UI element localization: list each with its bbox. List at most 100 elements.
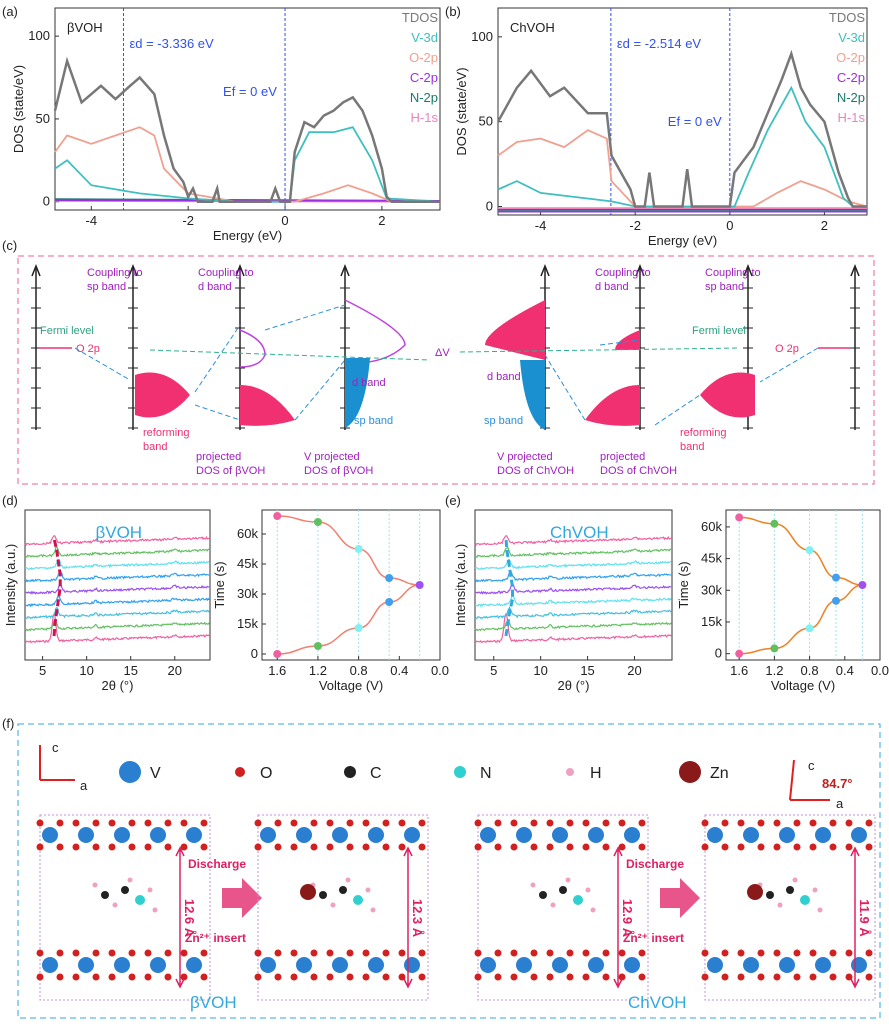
oxygen-atom bbox=[638, 843, 646, 851]
oxygen-atom bbox=[254, 973, 262, 981]
oxygen-atom bbox=[200, 819, 208, 827]
oxygen-atom bbox=[566, 973, 574, 981]
vanadium-atom bbox=[260, 957, 276, 973]
arrow-up-icon bbox=[635, 263, 645, 277]
hydrogen-atom bbox=[330, 902, 336, 908]
y-tick-label: 0 bbox=[715, 646, 722, 661]
oxygen-atom bbox=[618, 949, 626, 957]
plot-frame bbox=[261, 509, 441, 661]
oxygen-atom bbox=[510, 819, 518, 827]
arrow-right-icon bbox=[222, 878, 262, 918]
x-axis-label: 2θ (°) bbox=[102, 678, 134, 693]
oxygen-atom bbox=[721, 973, 729, 981]
oxygen-atom bbox=[382, 843, 390, 851]
discharge-label: Discharge bbox=[626, 857, 684, 871]
vanadium-atom bbox=[815, 957, 831, 973]
oxygen-atom bbox=[829, 973, 837, 981]
atom-V-icon bbox=[119, 761, 141, 783]
x-axis-label: Voltage (V) bbox=[319, 678, 383, 693]
carbon-atom bbox=[339, 886, 347, 894]
oxygen-atom bbox=[865, 819, 873, 827]
oxygen-atom bbox=[618, 843, 626, 851]
oxygen-atom bbox=[418, 843, 426, 851]
oxygen-atom bbox=[92, 819, 100, 827]
x-tick-label: 15 bbox=[123, 663, 137, 678]
fermi-level-line-b bbox=[149, 349, 431, 361]
oxygen-atom bbox=[362, 819, 370, 827]
legend-N-2p: N-2p bbox=[410, 90, 438, 105]
x-tick-label: 0.8 bbox=[801, 663, 819, 678]
atom-O-icon bbox=[235, 767, 245, 777]
data-point bbox=[313, 518, 322, 526]
oxygen-atom bbox=[701, 973, 709, 981]
hydrogen-atom bbox=[370, 907, 376, 913]
oxygen-atom bbox=[530, 949, 538, 957]
nitrogen-atom bbox=[135, 895, 145, 905]
axis-c-left: c bbox=[52, 740, 59, 755]
carbon-atom bbox=[319, 891, 327, 899]
oxygen-atom bbox=[773, 819, 781, 827]
oxygen-atom bbox=[602, 949, 610, 957]
oxygen-atom bbox=[164, 843, 172, 851]
oxygen-atom bbox=[128, 843, 136, 851]
vanadium-atom bbox=[42, 957, 58, 973]
oxygen-atom bbox=[346, 819, 354, 827]
oxygen-atom bbox=[108, 843, 116, 851]
reforming-band-left bbox=[135, 372, 190, 418]
unit-cell bbox=[257, 814, 429, 1001]
nitrogen-atom bbox=[800, 895, 810, 905]
structure-2: 12.3 Å bbox=[254, 814, 429, 1001]
xrd-pattern bbox=[474, 583, 672, 595]
oxygen-atom bbox=[180, 843, 188, 851]
interlayer-spacing: 12.9 Å bbox=[620, 899, 635, 938]
d-band-fill-c bbox=[485, 300, 545, 360]
oxygen-atom bbox=[638, 973, 646, 981]
vanadium-atom bbox=[480, 957, 496, 973]
unit-cell bbox=[477, 814, 649, 1001]
hydrogen-atom bbox=[530, 882, 536, 888]
interlayer-spacing: 12.6 Å bbox=[182, 899, 197, 938]
data-point bbox=[770, 519, 779, 528]
hydrogen-atom bbox=[812, 887, 818, 893]
oxygen-atom bbox=[36, 843, 44, 851]
oxygen-atom bbox=[510, 949, 518, 957]
data-point bbox=[805, 546, 814, 555]
vanadium-atom bbox=[150, 827, 166, 843]
xrd-pattern bbox=[24, 606, 210, 620]
hydrogen-atom bbox=[550, 902, 556, 908]
oxygen-atom bbox=[602, 973, 610, 981]
vanadium-atom bbox=[851, 957, 867, 973]
hydrogen-atom bbox=[565, 877, 571, 883]
oxygen-atom bbox=[829, 819, 837, 827]
x-tick-label: -4 bbox=[86, 213, 98, 228]
data-point bbox=[354, 624, 363, 632]
y-tick-label: 100 bbox=[28, 28, 50, 43]
band-diagram: O 2p O 2p Fermi level Fermi level Coupli… bbox=[17, 255, 875, 485]
oxygen-atom bbox=[274, 973, 282, 981]
oxygen-atom bbox=[582, 973, 590, 981]
axis-a-left: a bbox=[80, 778, 88, 793]
nitrogen-atom bbox=[573, 895, 583, 905]
data-point bbox=[832, 596, 840, 605]
oxygen-atom bbox=[530, 843, 538, 851]
reforming-label-right: reforming band bbox=[680, 427, 726, 453]
series-V-3d bbox=[497, 85, 867, 208]
vanadium-atom bbox=[480, 827, 496, 843]
oxygen-atom bbox=[310, 973, 318, 981]
coupling-dashes bbox=[74, 304, 819, 426]
coupling-curve-b bbox=[239, 329, 266, 368]
hydrogen-atom bbox=[147, 887, 153, 893]
xrd-pattern bbox=[474, 534, 672, 547]
oxygen-atom bbox=[180, 819, 188, 827]
coupling-fill-c bbox=[615, 330, 640, 350]
data-point bbox=[858, 581, 867, 589]
vanadium-atom bbox=[707, 957, 723, 973]
xrd-pattern bbox=[24, 612, 210, 644]
xrd-pattern bbox=[24, 571, 210, 583]
vanadium-atom bbox=[186, 957, 202, 973]
oxygen-atom bbox=[108, 949, 116, 957]
vanadium-atom bbox=[815, 827, 831, 843]
oxygen-atom bbox=[737, 819, 745, 827]
atom-N-icon bbox=[454, 766, 466, 778]
oxygen-atom bbox=[865, 843, 873, 851]
